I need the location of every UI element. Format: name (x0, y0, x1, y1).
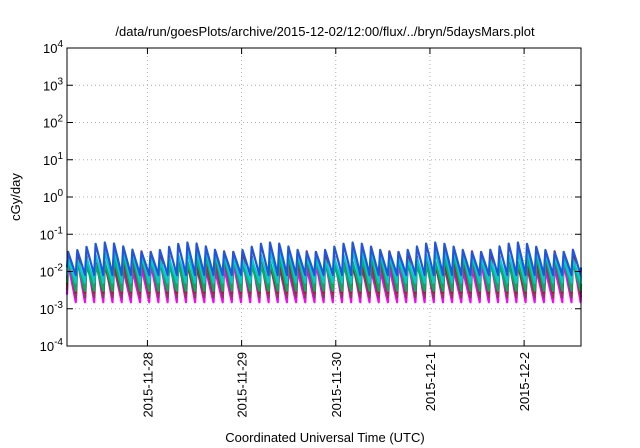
y-tick-label: 103 (43, 76, 63, 93)
x-axis-label: Coordinated Universal Time (UTC) (225, 430, 424, 445)
y-tick-label: 10-4 (40, 337, 64, 354)
series-line (65, 241, 583, 277)
x-tick-label: 2015-11-28 (140, 352, 155, 418)
x-tick-label: 2015-12-1 (423, 352, 438, 411)
x-tick-label: 2015-11-30 (329, 352, 344, 418)
y-tick-label: 102 (43, 114, 63, 131)
y-axis-label: cGy/day (8, 173, 23, 221)
ticks: 10-4 10-3 10-2 10-1 100 101 102 103 104 2015-11-2… (40, 39, 581, 418)
y-tick-label: 10-3 (40, 300, 64, 317)
y-tick-label: 104 (43, 39, 63, 56)
x-tick-label: 2015-12-2 (517, 352, 532, 411)
y-tick-label: 100 (43, 188, 63, 205)
series-layer (65, 241, 583, 304)
chart-title: /data/run/goesPlots/archive/2015-12-02/1… (115, 24, 535, 39)
y-tick-label: 101 (43, 151, 63, 168)
y-tick-label: 10-1 (40, 225, 64, 242)
y-tick-label: 10-2 (40, 263, 64, 280)
x-tick-label: 2015-11-29 (235, 352, 250, 418)
